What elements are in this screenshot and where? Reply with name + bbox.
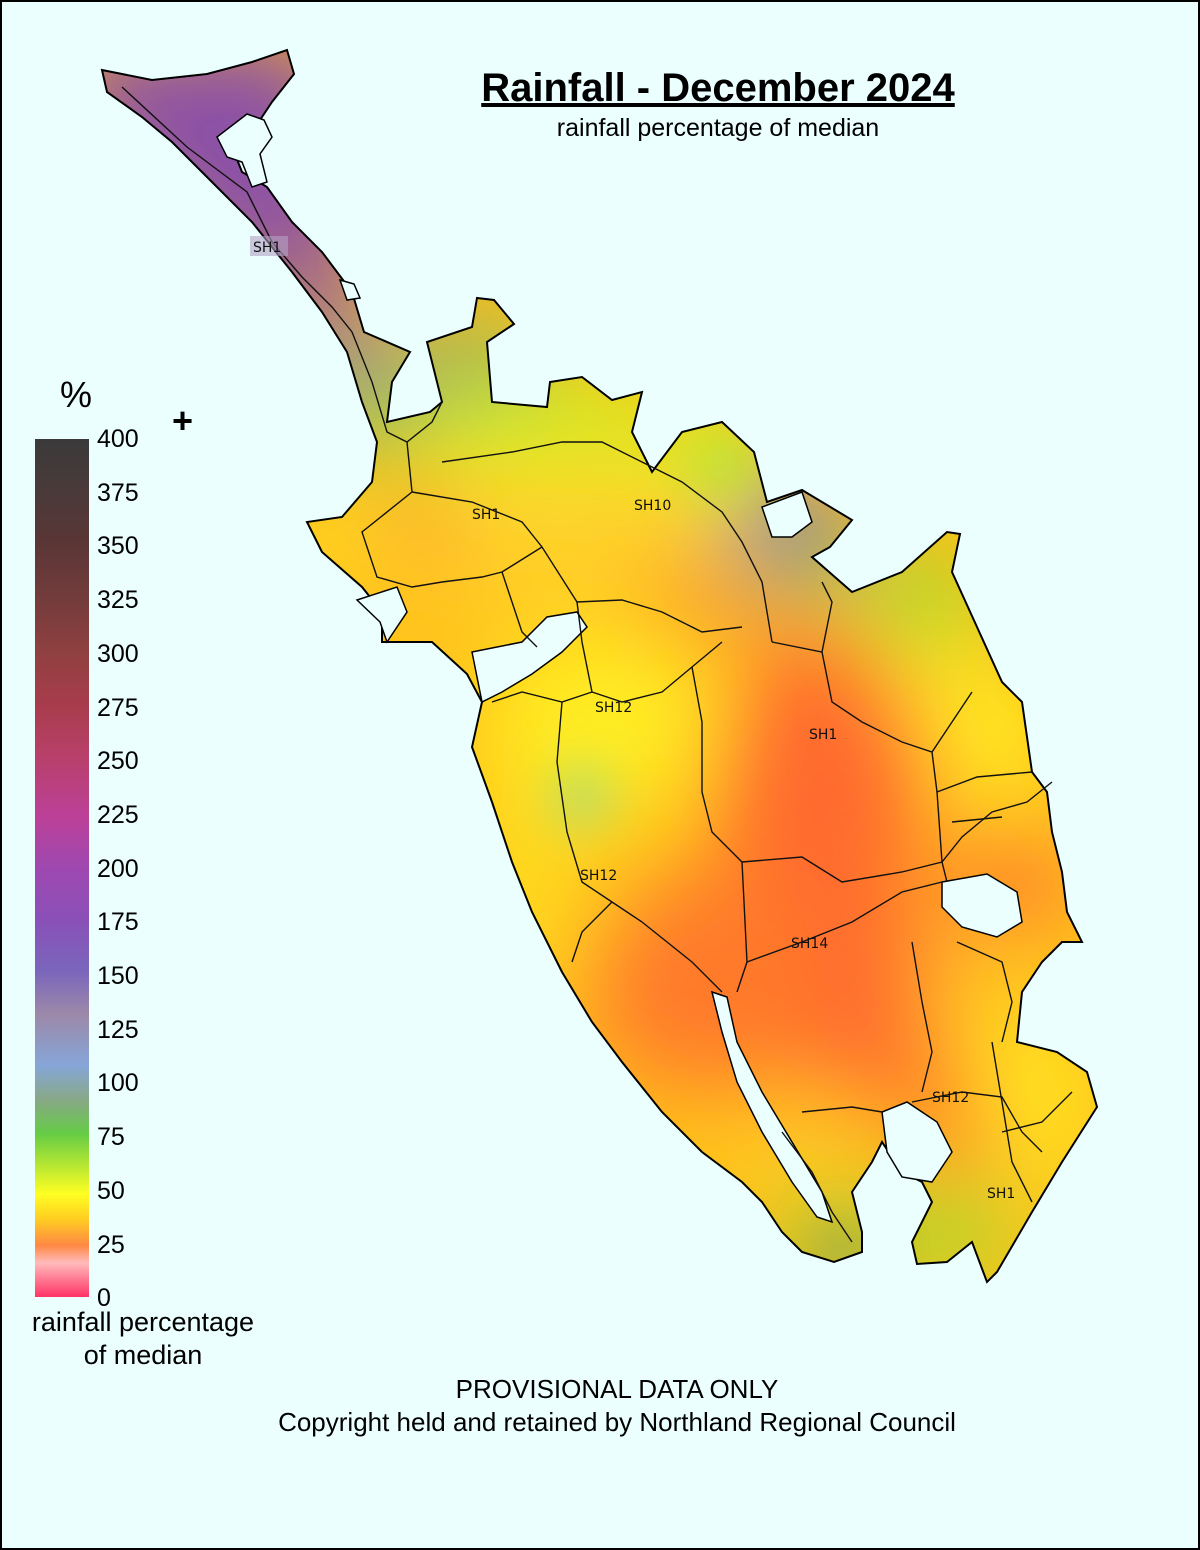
- legend-caption-line1: rainfall percentage: [31, 1307, 255, 1337]
- road-label-sh10: SH10: [634, 498, 671, 514]
- district-boundaries: [121, 86, 1073, 1243]
- road-label-sh12-south: SH12: [932, 1090, 969, 1106]
- legend-tick-label: 200: [97, 854, 139, 883]
- legend-caption-line2: of median: [83, 1340, 203, 1370]
- legend-tick-label: 400: [97, 425, 139, 453]
- legend-tick-label: 375: [97, 478, 139, 507]
- legend-caption: rainfall percentage of median: [12, 1306, 274, 1372]
- legend-tick-label: 300: [97, 639, 139, 668]
- road-label-sh12-west: SH12: [580, 868, 617, 884]
- legend-overflow-symbol: +: [172, 400, 194, 441]
- map-title: Rainfall - December 2024: [481, 66, 955, 110]
- legend-tick-label: 150: [97, 962, 139, 990]
- road-label-sh1-north: SH1: [253, 240, 281, 256]
- road-label-sh1-kaitaia: SH1: [472, 507, 500, 523]
- road-labels: SH1 SH1 SH10 SH12 SH1 SH12 SH14 SH12 SH1: [250, 236, 1015, 1202]
- legend-tick-label: 275: [97, 693, 139, 722]
- road-label-sh1-central: SH1: [809, 727, 837, 743]
- harbours: [216, 113, 1023, 1224]
- legend-tick-label: 75: [97, 1123, 125, 1152]
- road-label-sh14: SH14: [791, 936, 828, 952]
- legend-tick-label: 100: [97, 1069, 139, 1098]
- provisional-notice: PROVISIONAL DATA ONLY: [455, 1374, 779, 1404]
- legend-tick-label: 225: [97, 800, 139, 829]
- legend-tick-label: 0: [97, 1284, 111, 1313]
- legend-tick-label: 175: [97, 908, 139, 937]
- legend-tick-label: 325: [97, 586, 139, 615]
- legend-unit-symbol: %: [60, 374, 93, 415]
- legend-tick-label: 25: [97, 1230, 125, 1259]
- road-label-sh12-north: SH12: [595, 700, 632, 716]
- legend-tick-label: 250: [97, 747, 139, 776]
- legend-tick-label: 50: [97, 1176, 125, 1205]
- copyright-notice: Copyright held and retained by Northland…: [278, 1407, 956, 1437]
- legend-color-bar: [35, 439, 89, 1297]
- legend-tick-label: 125: [97, 1015, 139, 1044]
- map-subtitle: rainfall percentage of median: [556, 114, 880, 142]
- legend-tick-label: 350: [97, 532, 139, 561]
- road-label-sh1-south: SH1: [987, 1186, 1015, 1202]
